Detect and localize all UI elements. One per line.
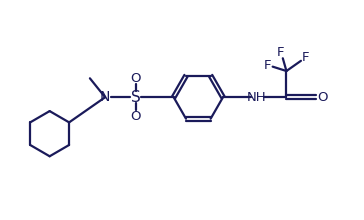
Text: O: O — [130, 110, 141, 123]
Text: NH: NH — [247, 91, 267, 104]
Text: S: S — [131, 90, 141, 105]
Text: F: F — [277, 46, 285, 59]
Text: O: O — [317, 91, 328, 104]
Text: O: O — [130, 72, 141, 85]
Text: F: F — [301, 51, 309, 64]
Text: N: N — [100, 90, 110, 104]
Text: F: F — [264, 59, 271, 72]
